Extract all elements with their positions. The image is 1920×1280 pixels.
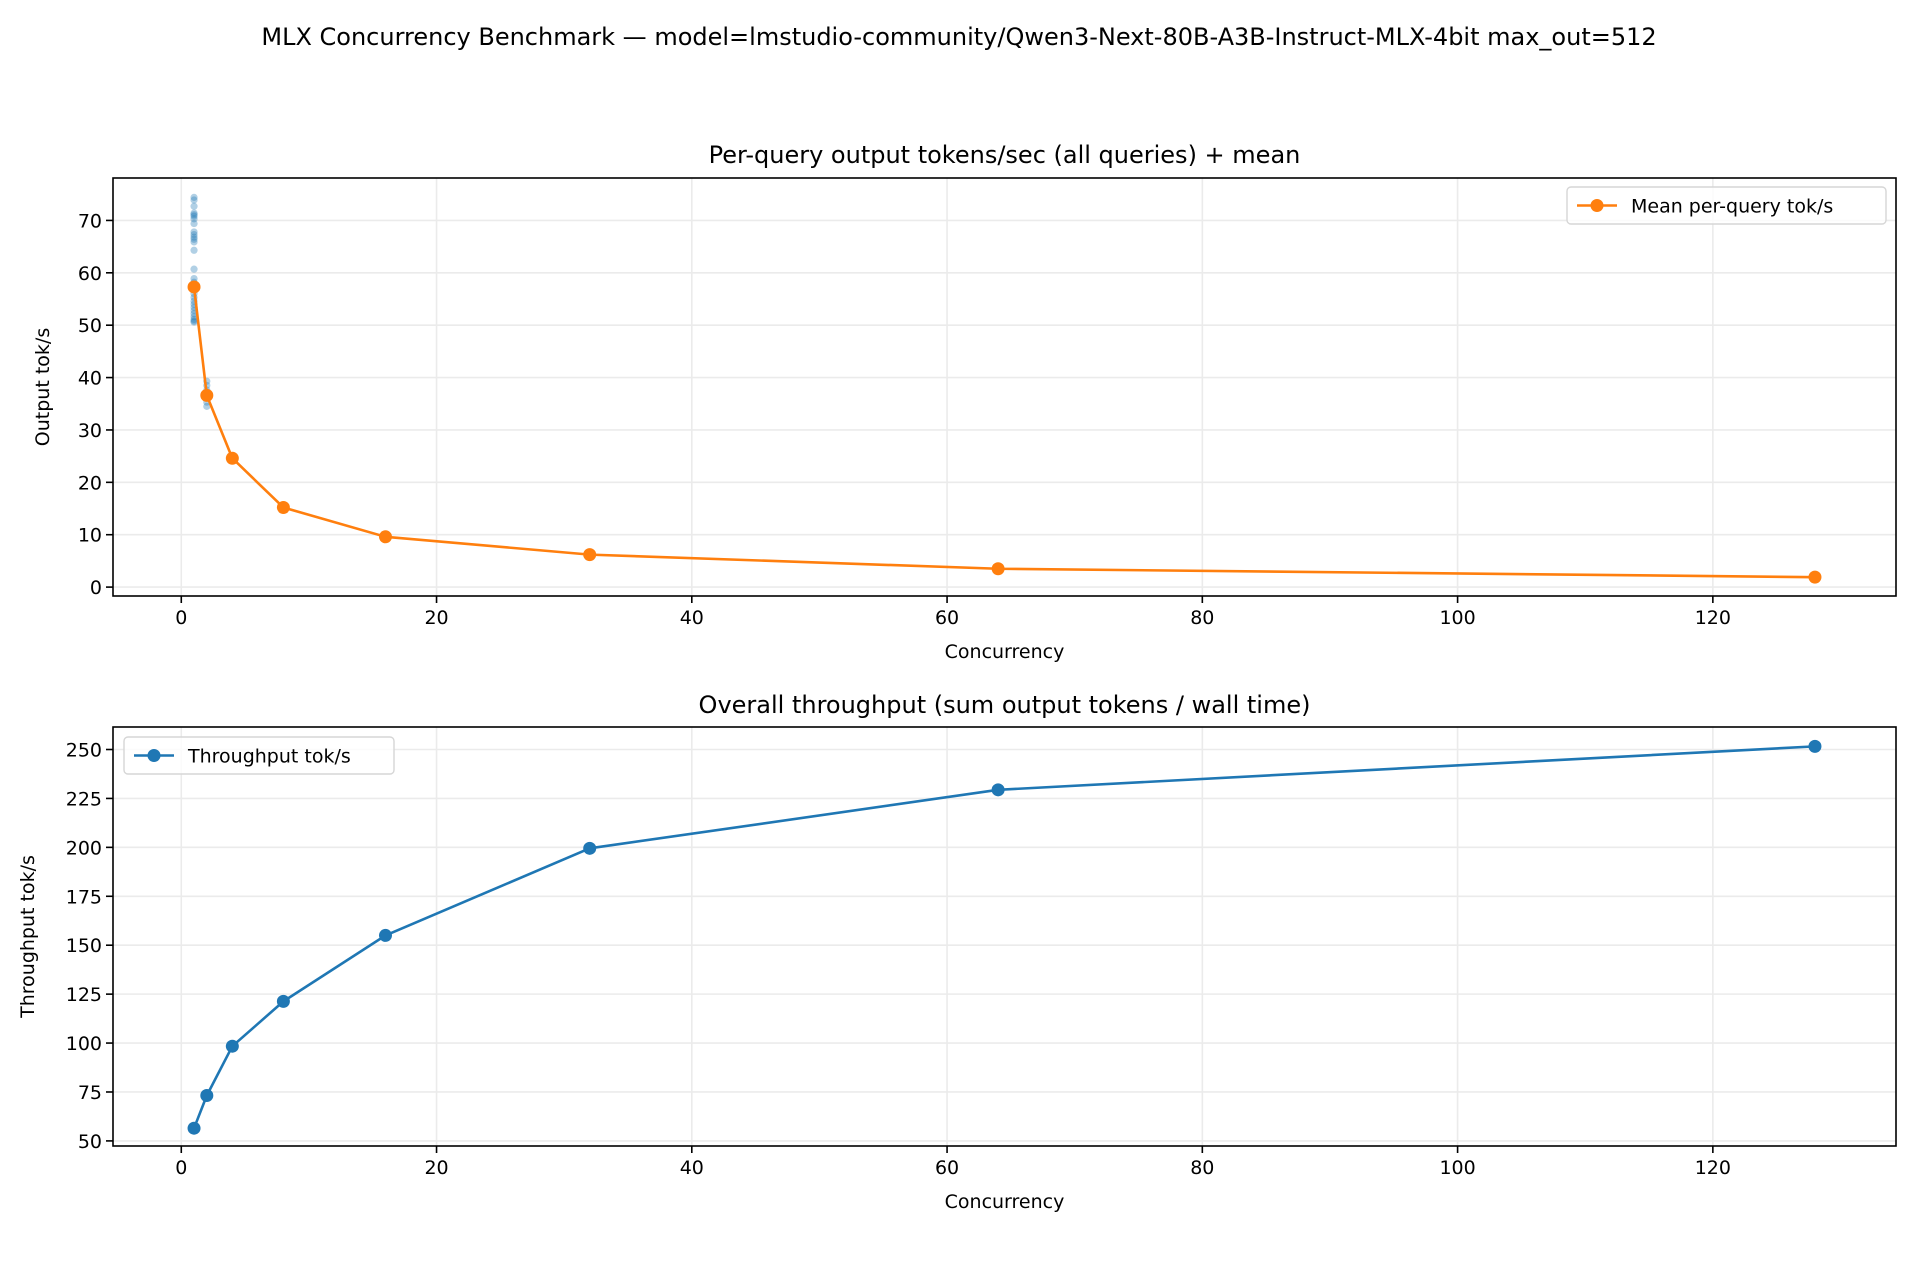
y-tick-label: 125 <box>66 984 102 1006</box>
data-point <box>200 1089 214 1103</box>
x-tick-label: 100 <box>1439 607 1475 629</box>
x-tick-label: 40 <box>680 607 704 629</box>
y-tick-label: 20 <box>78 472 102 494</box>
data-point <box>200 388 214 402</box>
x-axis-label: Concurrency <box>945 1191 1065 1213</box>
legend-box <box>1566 186 1887 225</box>
x-tick-label: 40 <box>680 1157 704 1179</box>
scatter-point <box>190 215 198 223</box>
y-axis-label: Output tok/s <box>32 328 54 446</box>
scatter-point <box>190 230 198 239</box>
scatter-point <box>190 219 198 228</box>
per-query-chart: 0 20 40 60 80 100 120 0 10 20 30 40 50 60 70 Per-query … <box>32 141 1897 663</box>
y-axis-label: Throughput tok/s <box>17 855 39 1019</box>
scatter-point <box>190 317 198 325</box>
y-tick-label: 50 <box>78 315 102 337</box>
scatter-point <box>190 196 198 204</box>
series-line <box>192 286 1815 579</box>
y-tick-label: 75 <box>78 1082 102 1104</box>
y-tick-label: 70 <box>78 210 102 232</box>
scatter-point <box>190 193 198 201</box>
throughput-chart: 0 20 40 60 80 100 120 50 75 100 125 150 175 200 225 250… <box>17 691 1897 1213</box>
scatter-point <box>190 238 198 246</box>
data-point <box>991 562 1005 576</box>
y-tick-label: 0 <box>90 577 102 599</box>
scatter-point <box>190 235 198 243</box>
scatter-point <box>190 313 198 321</box>
data-point <box>1808 739 1822 753</box>
data-point <box>187 280 201 294</box>
legend: Mean per-query tok/s <box>1566 186 1887 225</box>
x-tick-label: 20 <box>424 607 448 629</box>
data-point <box>276 500 290 514</box>
data-point <box>583 841 597 855</box>
axes-frame <box>112 726 1897 1147</box>
scatter-point <box>190 228 198 236</box>
chart-title: Per-query output tokens/sec (all queries… <box>709 141 1301 169</box>
suptitle: MLX Concurrency Benchmark — model=lmstud… <box>261 23 1656 51</box>
scatter-point <box>190 265 198 273</box>
x-tick-label: 60 <box>935 1157 959 1179</box>
x-tick-label: 80 <box>1190 607 1214 629</box>
x-tick-label: 120 <box>1695 607 1731 629</box>
scatter-point <box>190 209 198 217</box>
legend-label: Mean per-query tok/s <box>1631 196 1833 218</box>
x-tick-label: 20 <box>424 1157 448 1179</box>
data-point <box>378 530 392 544</box>
y-tick-label: 100 <box>66 1033 102 1055</box>
y-tick-label: 200 <box>66 837 102 859</box>
scatter-point <box>190 211 198 219</box>
data-point <box>276 994 290 1008</box>
legend-label: Throughput tok/s <box>187 746 351 768</box>
y-tick-label: 60 <box>78 263 102 285</box>
scatter-point <box>190 318 198 326</box>
data-point <box>583 548 597 562</box>
data-point <box>187 1121 201 1135</box>
legend-marker <box>1590 199 1604 212</box>
axes-frame <box>112 177 1897 597</box>
legend-box <box>123 736 395 775</box>
scatter-point <box>190 315 198 324</box>
scatter-point <box>190 246 198 254</box>
scatter-point <box>190 233 198 241</box>
legend: Throughput tok/s <box>123 736 395 775</box>
data-point <box>225 1039 239 1053</box>
scatter-point <box>190 202 198 210</box>
x-tick-label: 100 <box>1439 1157 1475 1179</box>
scatter-point <box>203 402 211 410</box>
x-tick-label: 0 <box>175 1157 187 1179</box>
chart-title: Overall throughput (sum output tokens / … <box>699 691 1311 719</box>
x-tick-label: 0 <box>175 607 187 629</box>
y-tick-label: 250 <box>66 740 102 762</box>
data-point <box>378 928 392 942</box>
y-tick-label: 40 <box>78 368 102 390</box>
series-line <box>192 745 1816 1129</box>
y-tick-label: 50 <box>78 1131 102 1153</box>
scatter-point <box>190 274 198 283</box>
scatter-point <box>190 212 198 220</box>
y-tick-label: 10 <box>78 525 102 547</box>
data-point <box>991 783 1005 797</box>
data-point <box>225 451 239 465</box>
y-tick-label: 150 <box>66 935 102 957</box>
x-tick-label: 120 <box>1695 1157 1731 1179</box>
y-tick-label: 30 <box>78 420 102 442</box>
y-tick-label: 175 <box>66 886 102 908</box>
x-tick-label: 60 <box>935 607 959 629</box>
legend-marker <box>147 749 161 762</box>
y-tick-label: 225 <box>66 788 102 810</box>
x-tick-label: 80 <box>1190 1157 1214 1179</box>
x-axis-label: Concurrency <box>945 641 1065 663</box>
data-point <box>1808 570 1822 584</box>
